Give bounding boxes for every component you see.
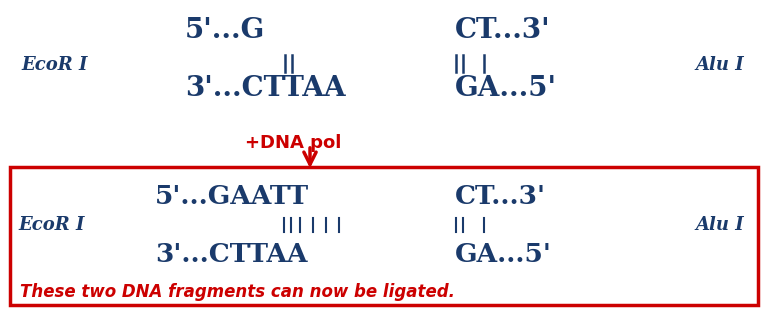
Text: 3'...CTTAA: 3'...CTTAA: [155, 243, 307, 267]
Text: 5'...GAATT: 5'...GAATT: [155, 183, 309, 209]
Text: 3'...CTTAA: 3'...CTTAA: [185, 75, 346, 101]
Text: These two DNA fragments can now be ligated.: These two DNA fragments can now be ligat…: [20, 283, 455, 301]
Text: Alu I: Alu I: [695, 216, 745, 234]
Text: EcoR I: EcoR I: [18, 216, 85, 234]
Text: 5'...G: 5'...G: [185, 16, 266, 44]
Text: +DNA pol: +DNA pol: [245, 134, 341, 152]
Text: GA...5': GA...5': [455, 75, 557, 101]
Text: Alu I: Alu I: [695, 56, 745, 74]
Text: CT...3': CT...3': [455, 183, 546, 209]
Text: GA...5': GA...5': [455, 243, 552, 267]
Bar: [10, 167, 758, 305]
Text: EcoR I: EcoR I: [22, 56, 89, 74]
Text: CT...3': CT...3': [455, 16, 551, 44]
